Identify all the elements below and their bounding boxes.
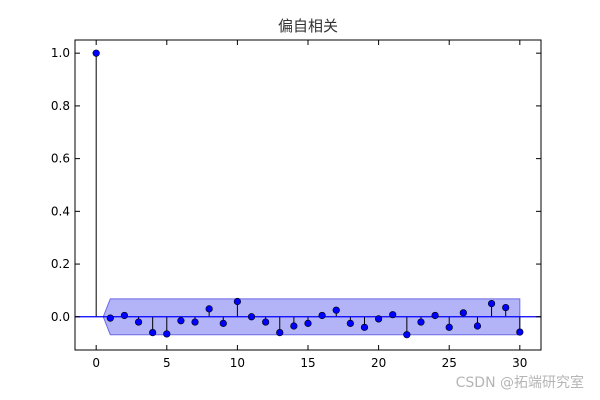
y-tick-label-0.6: 0.6 (51, 152, 70, 166)
x-tick-label-30: 30 (512, 356, 527, 370)
point-8 (205, 305, 213, 313)
watermark: CSDN @拓端研究室 (455, 375, 584, 391)
point-11 (247, 313, 256, 321)
point-26 (459, 309, 467, 317)
point-5 (163, 330, 171, 338)
point-3 (134, 318, 143, 326)
point-14 (290, 322, 298, 330)
point-15 (304, 319, 312, 327)
plot-area: 0 5 10 15 20 25 30 0.0 0.2 0.4 0.6 0.8 1.0 (51, 39, 542, 370)
point-24 (431, 311, 439, 320)
point-13 (276, 329, 284, 337)
point-4 (149, 329, 157, 337)
point-20 (375, 315, 383, 323)
point-16 (318, 311, 326, 320)
point-9 (219, 319, 227, 327)
y-tick-label-0: 0.0 (51, 310, 70, 324)
point-22 (403, 331, 411, 339)
point-28 (487, 300, 496, 308)
point-25 (445, 323, 453, 331)
point-12 (262, 318, 270, 326)
chart-title: 偏自相关 (278, 17, 338, 35)
y-tick-label-1: 1.0 (51, 46, 70, 60)
point-6 (177, 317, 185, 325)
point-2 (120, 311, 129, 320)
point-17 (332, 306, 340, 314)
point-19 (360, 323, 369, 331)
point-10 (233, 297, 241, 306)
x-tick-label-25: 25 (442, 356, 457, 370)
x-tick-label-0: 0 (92, 356, 100, 370)
point-29 (502, 303, 510, 312)
point-27 (473, 322, 482, 330)
point-7 (191, 318, 199, 326)
x-tick-label-15: 15 (300, 356, 315, 370)
y-tick-label-0.8: 0.8 (51, 99, 70, 113)
y-tick-label-0.4: 0.4 (51, 204, 70, 218)
x-tick-label-5: 5 (163, 356, 171, 370)
point-23 (417, 318, 425, 326)
point-21 (389, 311, 397, 319)
point-18 (346, 319, 354, 327)
y-tick-label-0.2: 0.2 (51, 257, 70, 271)
point-0 (92, 49, 100, 57)
x-tick-label-20: 20 (371, 356, 386, 370)
point-30 (516, 328, 524, 336)
point-1 (106, 314, 114, 322)
x-tick-label-10: 10 (230, 356, 245, 370)
